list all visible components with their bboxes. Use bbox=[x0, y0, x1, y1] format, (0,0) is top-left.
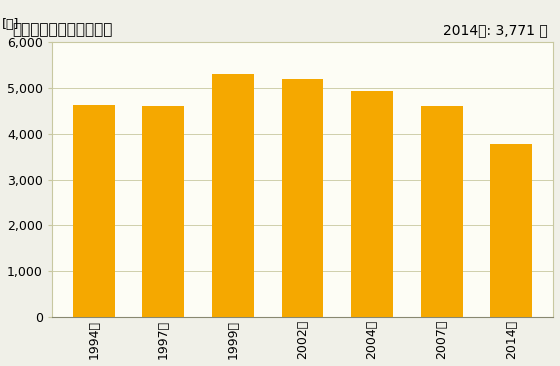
Text: [人]: [人] bbox=[2, 18, 19, 31]
Bar bbox=[351, 91, 393, 317]
Bar bbox=[421, 106, 463, 317]
Bar bbox=[73, 105, 115, 317]
Bar bbox=[282, 79, 323, 317]
Text: 2014年: 3,771 人: 2014年: 3,771 人 bbox=[444, 23, 548, 37]
Bar bbox=[142, 106, 184, 317]
Text: 小売業の従業者数の推移: 小売業の従業者数の推移 bbox=[12, 22, 112, 37]
Bar bbox=[491, 144, 532, 317]
Bar bbox=[212, 74, 254, 317]
